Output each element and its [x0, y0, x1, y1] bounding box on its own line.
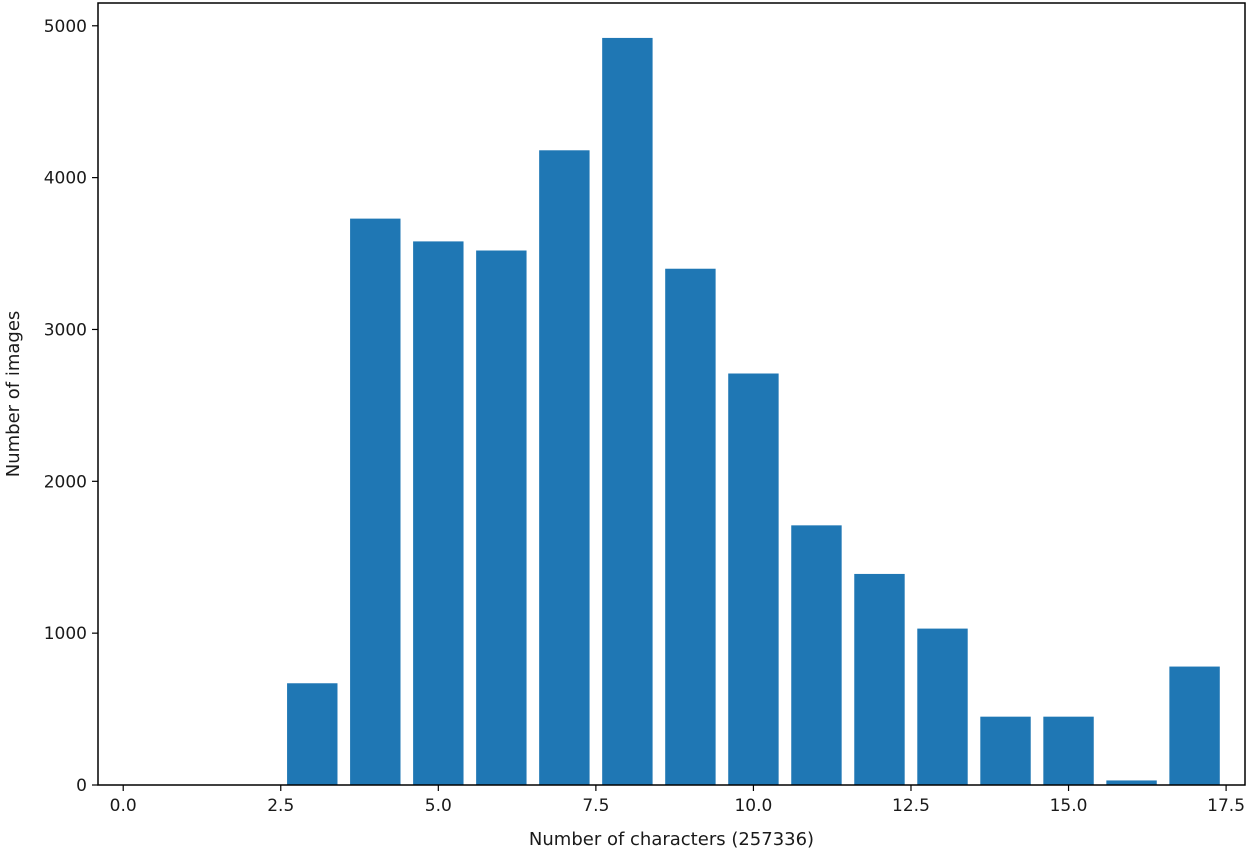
- x-tick-label: 17.5: [1207, 796, 1245, 816]
- bar-16: [1106, 780, 1157, 785]
- bar-4: [350, 218, 401, 786]
- y-tick-label: 1000: [44, 624, 87, 644]
- bar-8: [602, 37, 653, 786]
- bar-14: [980, 716, 1031, 785]
- bar-17: [1169, 666, 1220, 785]
- x-tick-label: 0.0: [110, 796, 137, 816]
- bar-10: [728, 373, 779, 785]
- y-axis-label: Number of images: [3, 311, 24, 478]
- x-ticks-group: 0.0 2.5 5.0 7.5 10.0 12.5 15.0 17.5: [110, 785, 1245, 816]
- x-tick-label: 2.5: [267, 796, 294, 816]
- bar-6: [476, 250, 527, 786]
- y-tick-label: 5000: [44, 17, 87, 37]
- bar-12: [854, 573, 905, 785]
- bar-15: [1043, 716, 1094, 785]
- y-ticks-group: 0 1000 2000 3000 4000 5000: [44, 17, 98, 796]
- x-tick-label: 15.0: [1050, 796, 1088, 816]
- bar-5: [413, 241, 464, 785]
- x-tick-label: 5.0: [425, 796, 452, 816]
- x-axis-label: Number of characters (257336): [529, 829, 814, 850]
- bar-3: [287, 683, 338, 785]
- plot-frame: [97, 2, 1246, 786]
- bar-13: [917, 628, 968, 785]
- bar-7: [539, 150, 590, 786]
- y-tick-label: 2000: [44, 472, 87, 492]
- x-tick-label: 10.0: [734, 796, 772, 816]
- y-tick-label: 4000: [44, 169, 87, 189]
- y-tick-label: 0: [76, 776, 87, 796]
- y-tick-label: 3000: [44, 320, 87, 340]
- x-tick-label: 12.5: [892, 796, 930, 816]
- bar-9: [665, 268, 716, 785]
- x-tick-label: 7.5: [582, 796, 609, 816]
- bars-group: [287, 37, 1220, 786]
- bar-11: [791, 525, 842, 785]
